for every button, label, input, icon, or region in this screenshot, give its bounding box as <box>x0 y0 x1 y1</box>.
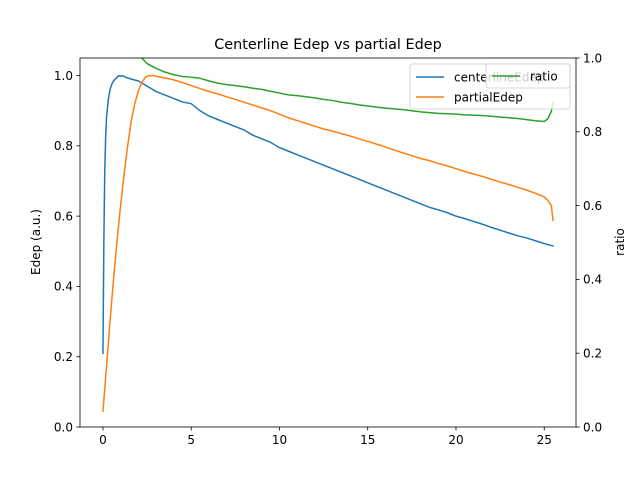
x-tick-label: 20 <box>448 433 463 447</box>
legend-right: ratio <box>486 64 570 88</box>
chart-title: Centerline Edep vs partial Edep <box>214 37 441 53</box>
y2-tick-label: 0.8 <box>583 125 602 139</box>
y2-tick-label: 0.0 <box>583 420 602 434</box>
y2-axis-label: ratio <box>613 228 627 256</box>
y2-tick-label: 0.6 <box>583 199 602 213</box>
y-tick-label: 0.8 <box>54 139 73 153</box>
y-tick-label: 1.0 <box>54 69 73 83</box>
x-tick-label: 25 <box>537 433 552 447</box>
y-tick-label: 0.6 <box>54 209 73 223</box>
y2-tick-label: 0.4 <box>583 273 602 287</box>
y-axis-label: Edep (a.u.) <box>29 209 43 275</box>
x-tick-label: 5 <box>187 433 195 447</box>
x-tick-label: 10 <box>272 433 287 447</box>
x-tick-label: 15 <box>360 433 375 447</box>
y2-tick-label: 0.2 <box>583 347 602 361</box>
legend-label-partialedep: partialEdep <box>454 90 523 104</box>
x-tick-label: 0 <box>99 433 107 447</box>
y-tick-label: 0.0 <box>54 420 73 434</box>
y-tick-label: 0.4 <box>54 280 73 294</box>
legend-label-ratio: ratio <box>530 69 558 83</box>
y-tick-label: 0.2 <box>54 350 73 364</box>
y2-tick-label: 1.0 <box>583 51 602 65</box>
